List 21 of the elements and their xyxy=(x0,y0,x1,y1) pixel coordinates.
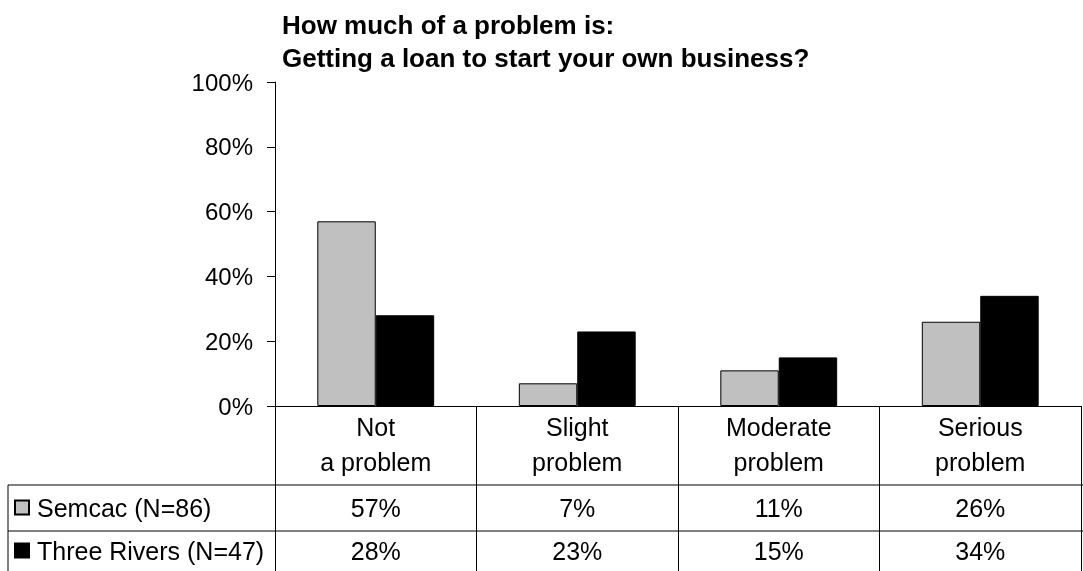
data-label: 7% xyxy=(559,494,596,522)
y-tick-label: 20% xyxy=(204,327,253,355)
x-tick-label: Moderate problem xyxy=(725,412,832,476)
x-tick-label: Slight problem xyxy=(532,412,623,476)
data-label: 26% xyxy=(955,494,1006,522)
data-label: 11% xyxy=(754,494,803,522)
x-tick-label: Not a problem xyxy=(320,412,432,476)
y-tick-label: 60% xyxy=(204,198,253,226)
data-label: 23% xyxy=(552,537,603,565)
data-label: 34% xyxy=(955,537,1006,565)
y-tick-label: 40% xyxy=(204,262,253,290)
y-tick-label: 0% xyxy=(218,392,253,420)
data-label: 15% xyxy=(753,537,804,565)
y-tick-label: 100% xyxy=(191,68,253,96)
data-label: 57% xyxy=(350,494,401,522)
data-label: 28% xyxy=(350,537,401,565)
x-tick-label: Serious problem xyxy=(935,412,1026,476)
y-tick-label: 80% xyxy=(204,133,253,161)
legend-label: Semcac (N=86) xyxy=(37,493,212,522)
chart-title: How much of a problem is: Getting a loan to start your own business? xyxy=(282,9,810,73)
legend-label: Three Rivers (N=47) xyxy=(37,536,265,565)
